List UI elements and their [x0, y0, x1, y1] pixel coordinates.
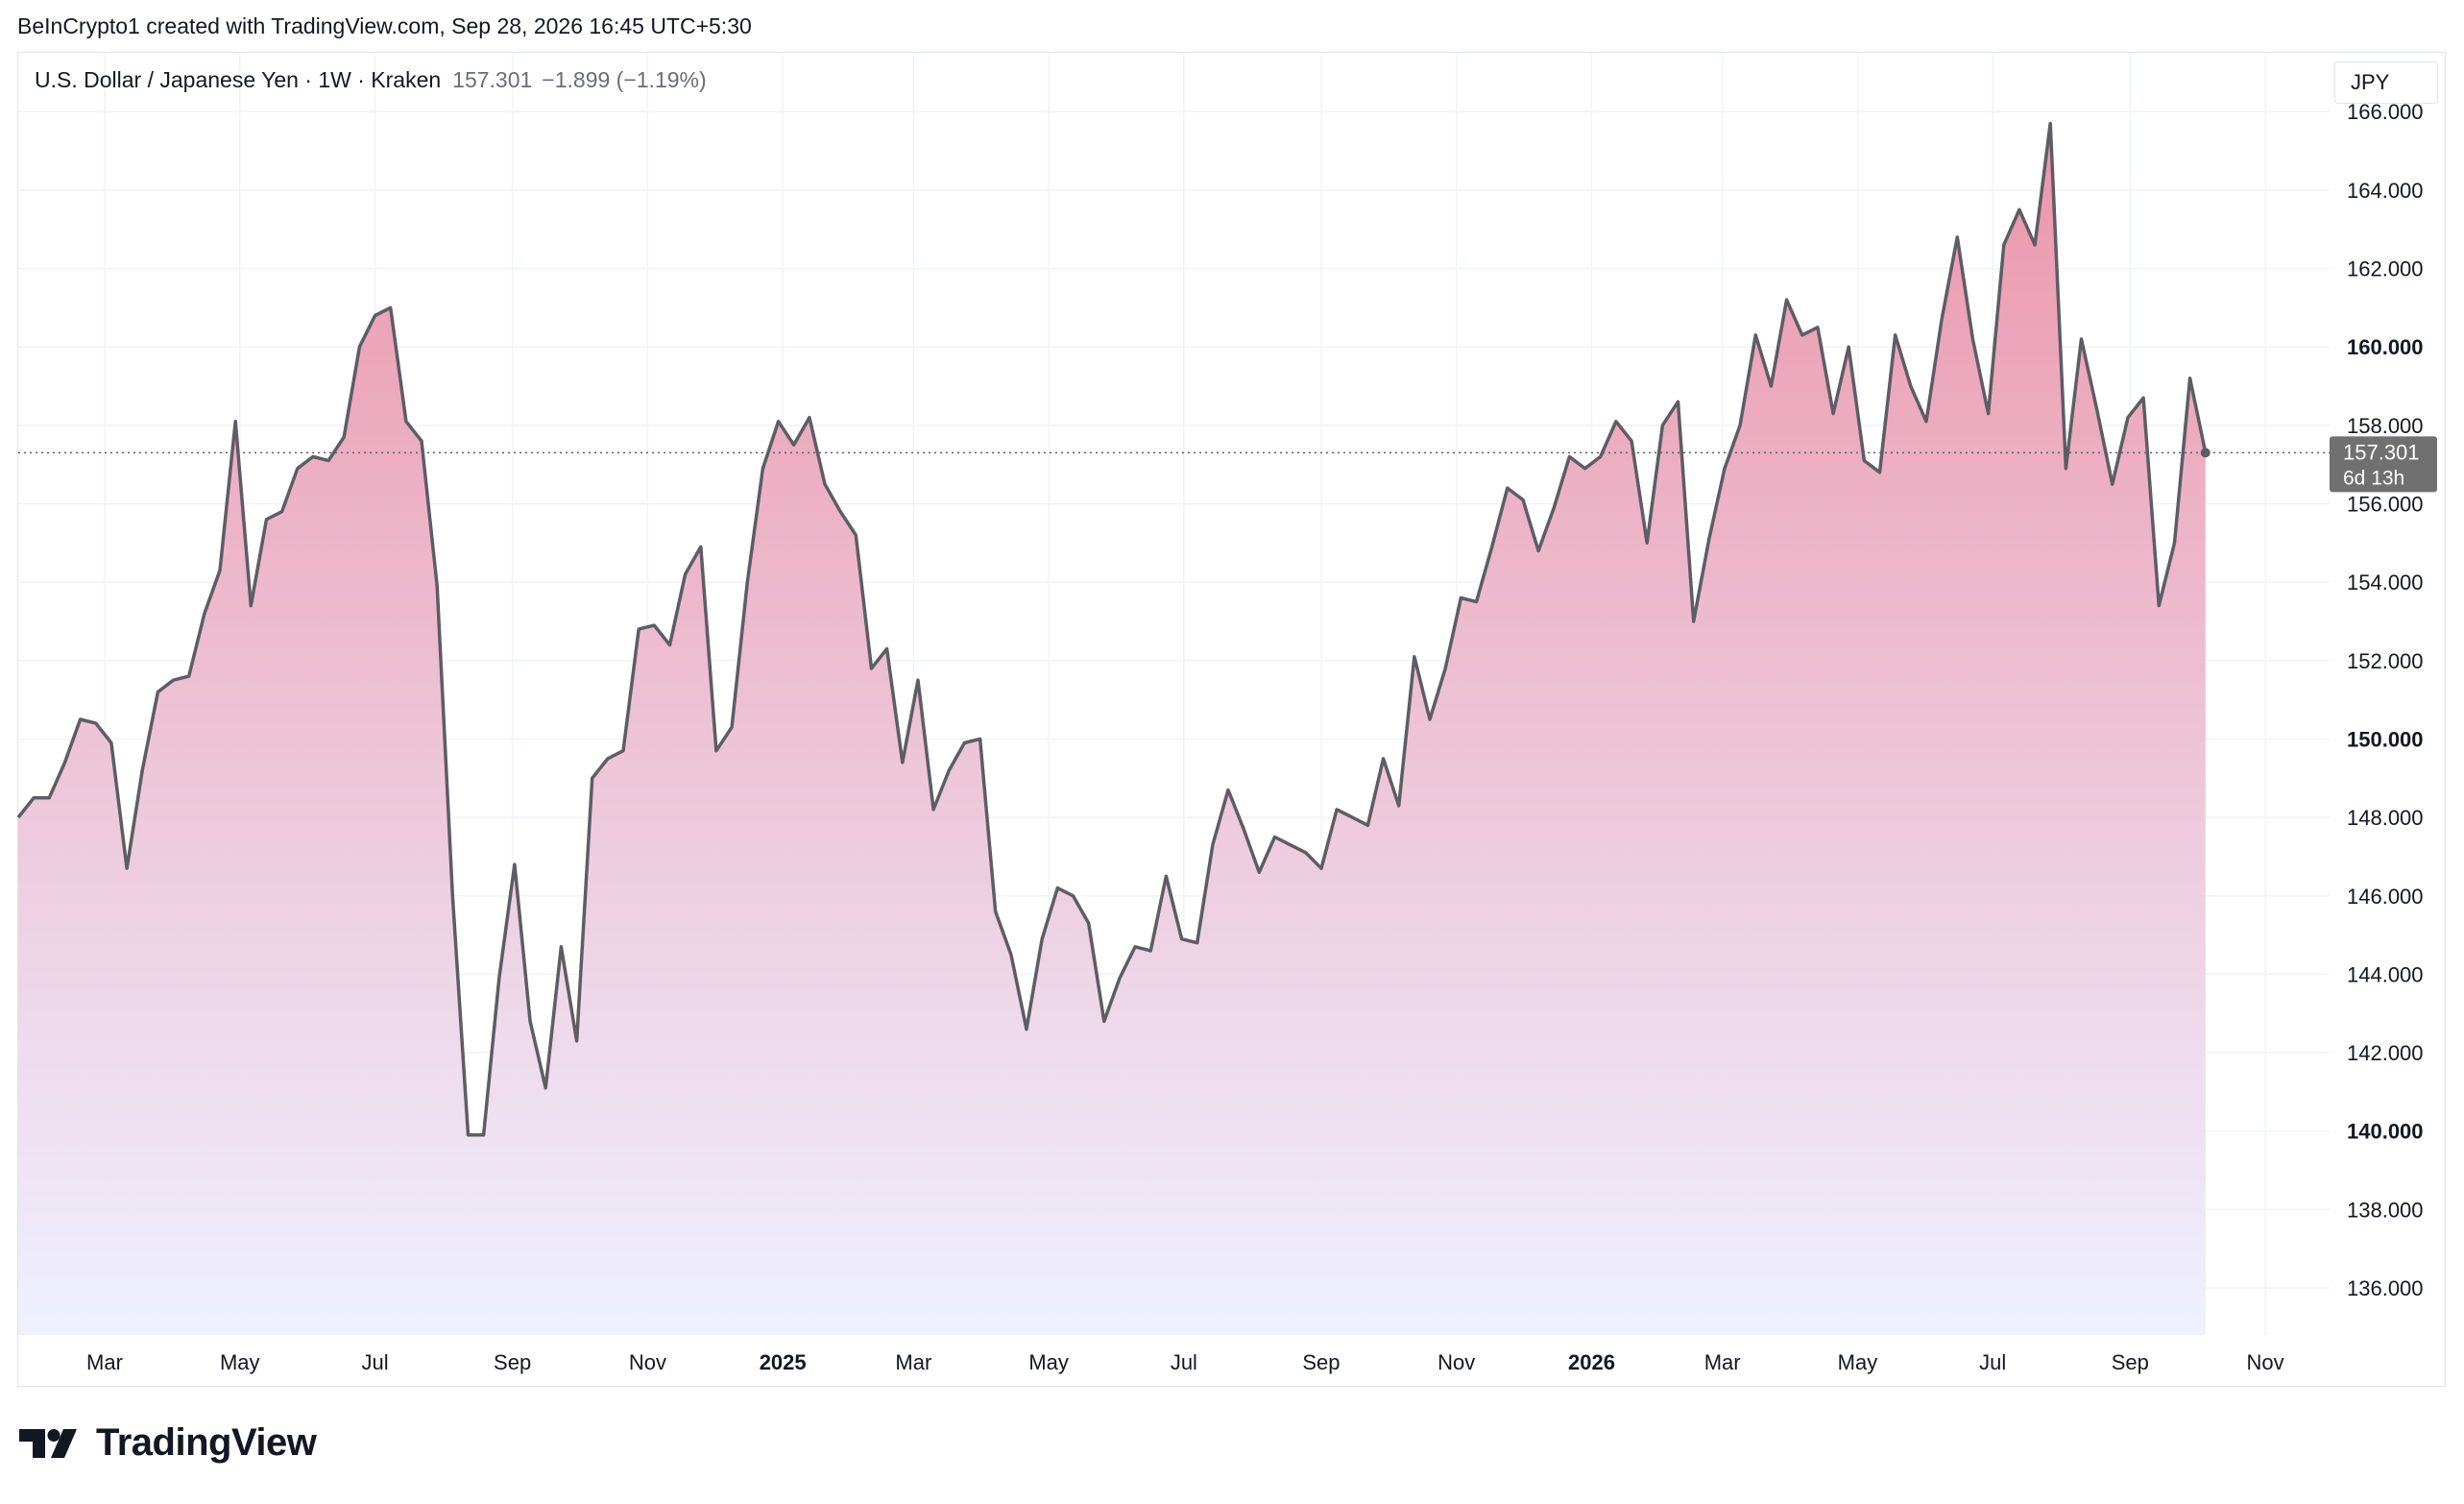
last-price-badge: 157.301 6d 13h — [2330, 436, 2437, 493]
time-tick-label: Jul — [361, 1350, 388, 1374]
time-tick-label: Nov — [629, 1350, 666, 1374]
price-tick-label: 156.000 — [2347, 492, 2424, 516]
symbol-legend[interactable]: U.S. Dollar / Japanese Yen · 1W · Kraken… — [35, 67, 707, 93]
time-tick-label: Mar — [895, 1350, 931, 1374]
time-tick-label: 2025 — [760, 1350, 807, 1374]
time-tick-label: May — [1028, 1350, 1069, 1374]
time-tick-label: Mar — [86, 1350, 123, 1374]
currency-unit-button[interactable]: JPY — [2334, 61, 2438, 104]
time-tick-label: Sep — [494, 1350, 531, 1374]
time-tick-label: Sep — [1302, 1350, 1340, 1374]
time-tick-label: Nov — [2247, 1350, 2284, 1374]
price-tick-label: 162.000 — [2347, 257, 2424, 281]
tradingview-logo-icon — [19, 1428, 77, 1458]
tradingview-wordmark: TradingView — [96, 1421, 317, 1464]
time-tick-label: Nov — [1437, 1350, 1475, 1374]
price-tick-label: 142.000 — [2347, 1041, 2424, 1065]
time-axis[interactable]: Mar May Jul Sep Nov 2025 Mar May Jul Sep Nov 2026 Ma… — [86, 1350, 2284, 1374]
last-price-label: 157.301 — [2343, 440, 2420, 464]
price-tick-label: 140.000 — [2347, 1120, 2424, 1144]
last-price-badge-bg — [2330, 436, 2437, 493]
price-tick-label: 144.000 — [2347, 962, 2424, 986]
legend-last-value: 157.301 — [452, 67, 533, 92]
price-tick-label: 136.000 — [2347, 1276, 2424, 1300]
time-tick-label: Jul — [1979, 1350, 2006, 1374]
price-tick-label: 138.000 — [2347, 1198, 2424, 1222]
bar-countdown-label: 6d 13h — [2343, 467, 2404, 489]
price-tick-label: 148.000 — [2347, 806, 2424, 830]
time-tick-label: May — [220, 1350, 260, 1374]
price-line — [16, 121, 2208, 1137]
chart-attribution: BeInCrypto1 created with TradingView.com… — [17, 13, 752, 38]
price-tick-label: 146.000 — [2347, 885, 2424, 909]
tradingview-logo[interactable]: TradingView — [19, 1421, 317, 1465]
time-tick-label: Sep — [2112, 1350, 2149, 1374]
last-price-dot — [2200, 448, 2210, 458]
price-tick-label: 154.000 — [2347, 570, 2424, 594]
price-tick-label: 158.000 — [2347, 414, 2424, 438]
price-tick-label: 164.000 — [2347, 179, 2424, 203]
price-tick-label: 160.000 — [2347, 335, 2424, 359]
time-tick-label: 2026 — [1568, 1350, 1615, 1374]
time-tick-label: Jul — [1171, 1350, 1197, 1374]
legend-change: −1.899 (−1.19%) — [542, 67, 707, 92]
price-area-fill — [18, 123, 2206, 1335]
time-tick-label: May — [1838, 1350, 1878, 1374]
price-tick-label: 166.000 — [2347, 100, 2424, 124]
price-tick-label: 152.000 — [2347, 649, 2424, 673]
symbol-title: U.S. Dollar / Japanese Yen · 1W · Kraken — [35, 67, 442, 92]
time-tick-label: Mar — [1704, 1350, 1741, 1374]
price-tick-label: 150.000 — [2347, 727, 2424, 751]
chart-frame — [17, 52, 2446, 1387]
price-axis[interactable]: 136.000 138.000 140.000 142.000 144.000 146.0… — [2347, 100, 2424, 1300]
